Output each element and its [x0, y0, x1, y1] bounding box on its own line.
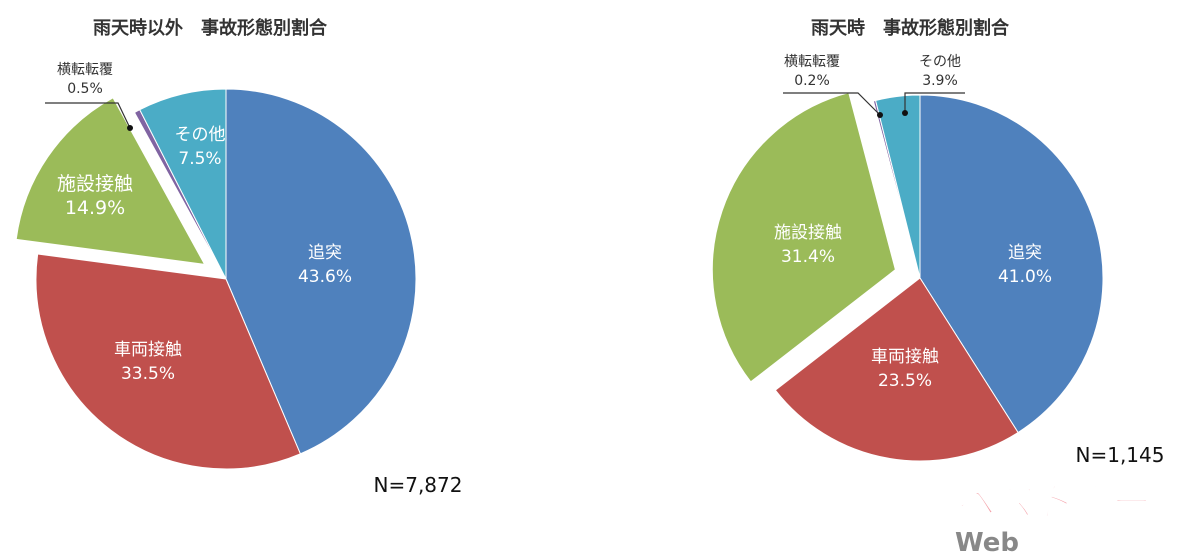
- leader-dot: [902, 110, 908, 116]
- slice-label: 施設接触: [774, 223, 842, 243]
- pie-charts: 雨天時以外 事故形態別割合追突43.6%車両接触33.5%施設接触14.9%横転…: [15, 17, 1165, 497]
- watermark-logo: ベストカーWeb: [954, 479, 1149, 558]
- slice-value-label: 3.9%: [922, 73, 958, 89]
- pie-slice: [774, 277, 1019, 462]
- slice-value-label: 0.2%: [794, 73, 830, 89]
- leader-dot: [877, 112, 883, 118]
- sample-size-note: N=1,145: [1076, 443, 1165, 467]
- slice-label: 横転転覆: [57, 62, 113, 78]
- pie-slice: [874, 94, 921, 279]
- slice-label: 追突: [1008, 243, 1042, 263]
- pie-slice: [225, 88, 417, 455]
- slice-value-label: 0.5%: [67, 81, 103, 97]
- leader-dot: [127, 125, 133, 131]
- sample-size-note: N=7,872: [374, 473, 463, 497]
- leader-line: [45, 102, 131, 129]
- slice-value-label: 41.0%: [998, 267, 1052, 287]
- slice-value-label: 7.5%: [178, 149, 221, 169]
- slice-value-label: 31.4%: [781, 247, 835, 267]
- slice-value-label: 33.5%: [121, 364, 175, 384]
- slice-label: 車両接触: [114, 340, 182, 360]
- slice-value-label: 14.9%: [65, 197, 125, 219]
- slice-value-label: 23.5%: [878, 371, 932, 391]
- leader-line: [783, 92, 881, 116]
- pie-slice: [139, 88, 227, 280]
- slice-label: 施設接触: [57, 173, 133, 195]
- slice-label: その他: [175, 125, 226, 145]
- slice-label: 追突: [308, 243, 342, 263]
- chart-title: 雨天時 事故形態別割合: [811, 17, 1010, 39]
- slice-label: 横転転覆: [784, 54, 840, 70]
- pie-slice: [35, 253, 302, 470]
- slice-label: 車両接触: [871, 347, 939, 367]
- pie-slice: [15, 97, 206, 265]
- slice-value-label: 43.6%: [298, 267, 352, 287]
- pie-slice: [711, 92, 896, 383]
- leader-line: [904, 92, 965, 113]
- slice-label: その他: [919, 54, 961, 70]
- pie-slice: [919, 94, 1104, 434]
- chart-title: 雨天時以外 事故形態別割合: [93, 17, 328, 39]
